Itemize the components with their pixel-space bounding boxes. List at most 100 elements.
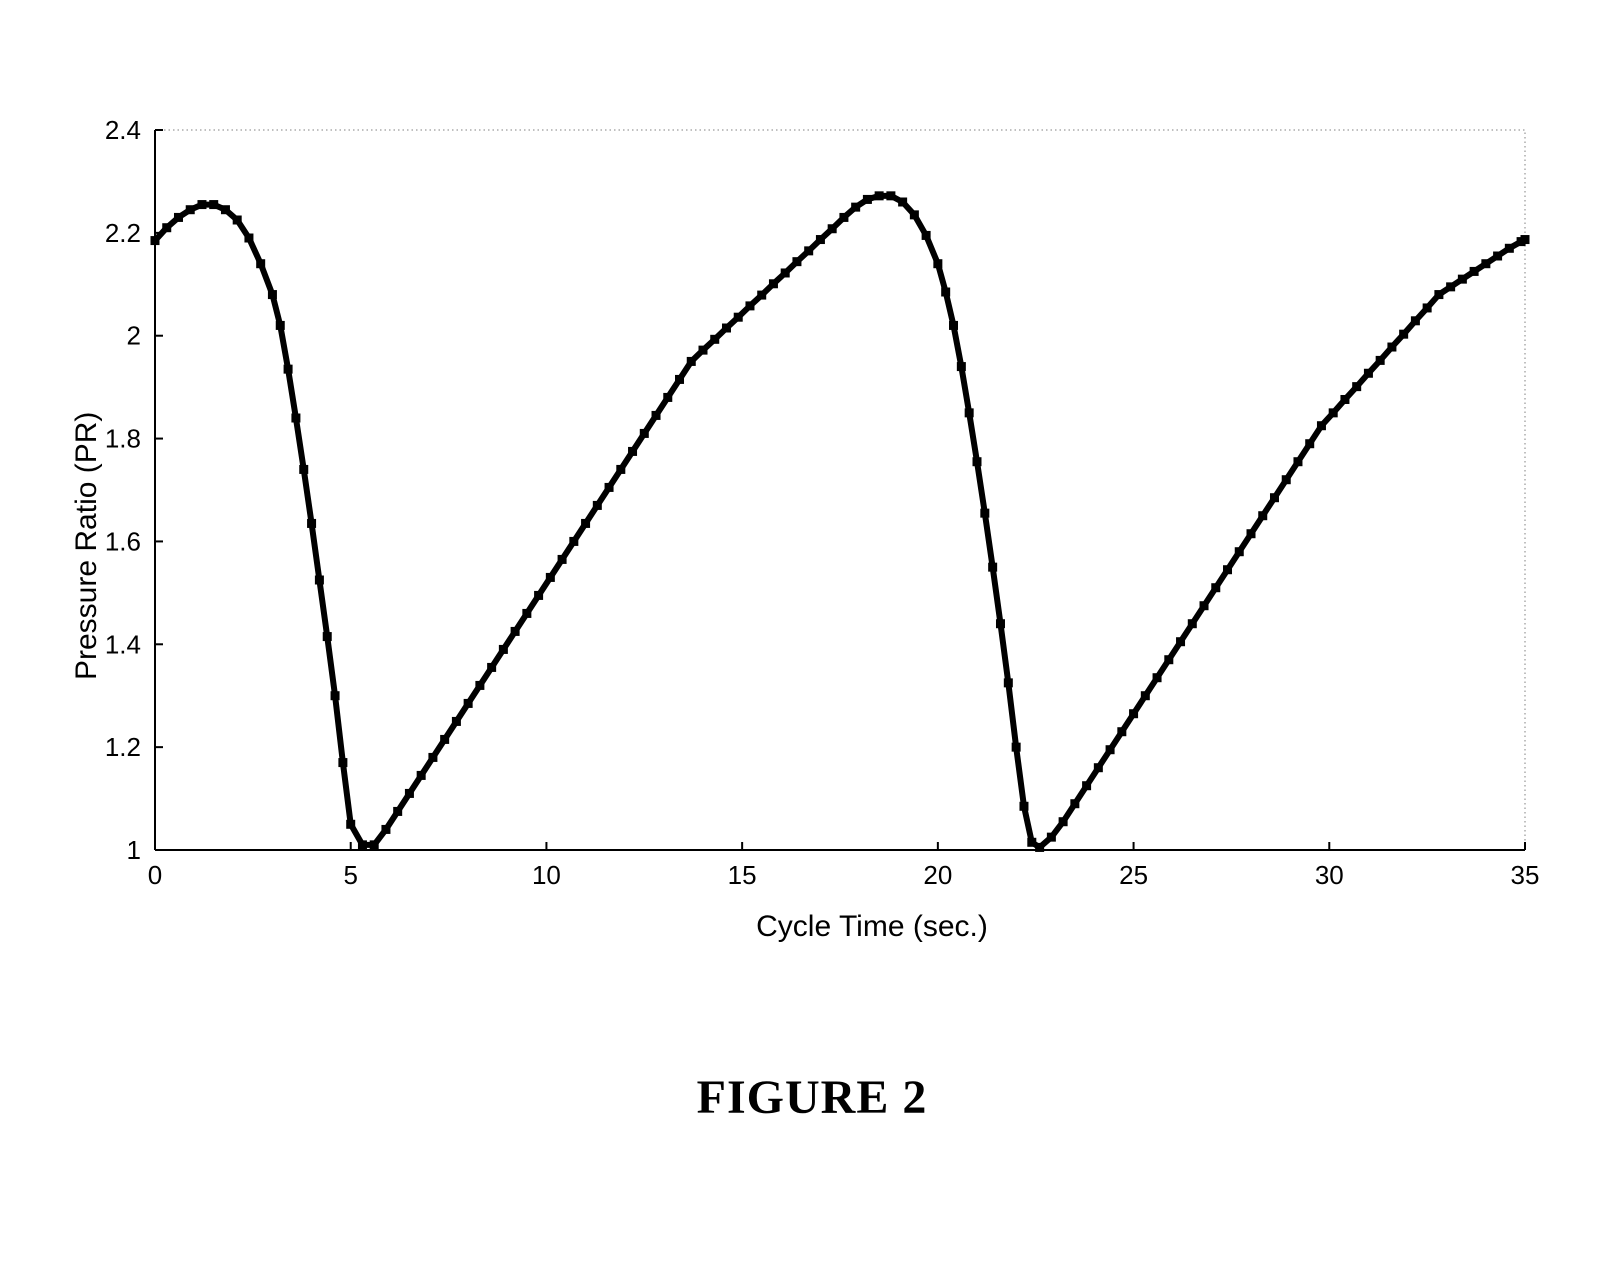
- data-marker: [475, 681, 484, 690]
- data-marker: [1521, 235, 1530, 244]
- data-marker: [534, 591, 543, 600]
- data-marker: [162, 223, 171, 232]
- data-marker: [405, 789, 414, 798]
- x-tick-label: 5: [343, 860, 357, 890]
- data-marker: [1117, 727, 1126, 736]
- x-tick-label: 25: [1119, 860, 1148, 890]
- data-marker: [440, 735, 449, 744]
- data-marker: [863, 195, 872, 204]
- x-tick-label: 35: [1511, 860, 1540, 890]
- data-marker: [1470, 267, 1479, 276]
- data-marker: [875, 191, 884, 200]
- y-tick-label: 2.2: [105, 218, 141, 248]
- data-marker: [616, 465, 625, 474]
- data-marker: [1129, 709, 1138, 718]
- data-marker: [965, 408, 974, 417]
- data-marker: [675, 375, 684, 384]
- data-marker: [315, 576, 324, 585]
- data-marker: [886, 191, 895, 200]
- data-marker: [1434, 290, 1443, 299]
- data-marker: [346, 820, 355, 829]
- data-marker: [417, 771, 426, 780]
- plot-border: [155, 130, 1525, 850]
- data-marker: [256, 259, 265, 268]
- data-marker: [546, 573, 555, 582]
- data-marker: [1282, 475, 1291, 484]
- data-marker: [452, 717, 461, 726]
- data-marker: [268, 290, 277, 299]
- data-marker: [1376, 356, 1385, 365]
- data-marker: [197, 200, 206, 209]
- x-tick-label: 30: [1315, 860, 1344, 890]
- data-marker: [1012, 743, 1021, 752]
- data-marker: [522, 609, 531, 618]
- data-marker: [1004, 678, 1013, 687]
- data-marker: [499, 645, 508, 654]
- data-marker: [381, 825, 390, 834]
- data-marker: [1352, 382, 1361, 391]
- y-tick-label: 1.4: [105, 629, 141, 659]
- x-tick-label: 10: [532, 860, 561, 890]
- data-marker: [1141, 691, 1150, 700]
- data-marker: [1035, 843, 1044, 852]
- data-marker: [558, 555, 567, 564]
- data-marker: [370, 840, 379, 849]
- data-marker: [151, 236, 160, 245]
- data-marker: [331, 691, 340, 700]
- chart-container: 11.21.41.61.822.22.405101520253035 Press…: [50, 120, 1574, 940]
- data-marker: [1188, 619, 1197, 628]
- data-marker: [1317, 421, 1326, 430]
- data-marker: [358, 840, 367, 849]
- y-tick-label: 1.6: [105, 526, 141, 556]
- data-marker: [1364, 369, 1373, 378]
- data-marker: [1070, 799, 1079, 808]
- data-marker: [757, 291, 766, 300]
- data-marker: [428, 753, 437, 762]
- data-marker: [1027, 838, 1036, 847]
- pressure-ratio-chart: 11.21.41.61.822.22.405101520253035: [50, 120, 1574, 940]
- data-marker: [1235, 547, 1244, 556]
- data-marker: [338, 758, 347, 767]
- data-marker: [922, 231, 931, 240]
- page: 11.21.41.61.822.22.405101520253035 Press…: [0, 0, 1624, 1263]
- data-marker: [209, 200, 218, 209]
- data-marker: [1094, 763, 1103, 772]
- data-marker: [221, 205, 230, 214]
- data-marker: [851, 203, 860, 212]
- data-marker: [910, 210, 919, 219]
- x-tick-label: 15: [728, 860, 757, 890]
- data-marker: [244, 234, 253, 243]
- data-marker: [174, 213, 183, 222]
- data-marker: [973, 457, 982, 466]
- data-marker: [769, 279, 778, 288]
- data-marker: [898, 198, 907, 207]
- data-marker: [1059, 817, 1068, 826]
- data-marker: [781, 268, 790, 277]
- data-marker: [291, 414, 300, 423]
- data-marker: [284, 365, 293, 374]
- data-marker: [687, 357, 696, 366]
- y-tick-label: 2.4: [105, 120, 141, 145]
- data-marker: [710, 335, 719, 344]
- x-tick-label: 20: [923, 860, 952, 890]
- data-marker: [628, 447, 637, 456]
- data-marker: [1200, 601, 1209, 610]
- data-marker: [1019, 802, 1028, 811]
- data-marker: [652, 411, 661, 420]
- data-marker: [299, 465, 308, 474]
- data-marker: [464, 699, 473, 708]
- data-marker: [581, 519, 590, 528]
- data-marker: [1446, 282, 1455, 291]
- data-marker: [1164, 655, 1173, 664]
- data-marker: [605, 483, 614, 492]
- data-marker: [941, 288, 950, 297]
- y-tick-label: 2: [127, 321, 141, 351]
- data-marker: [640, 429, 649, 438]
- data-marker: [1387, 343, 1396, 352]
- data-marker: [988, 563, 997, 572]
- data-marker: [1423, 303, 1432, 312]
- data-marker: [1481, 259, 1490, 268]
- y-tick-label: 1.8: [105, 424, 141, 454]
- data-marker: [663, 393, 672, 402]
- data-marker: [1293, 457, 1302, 466]
